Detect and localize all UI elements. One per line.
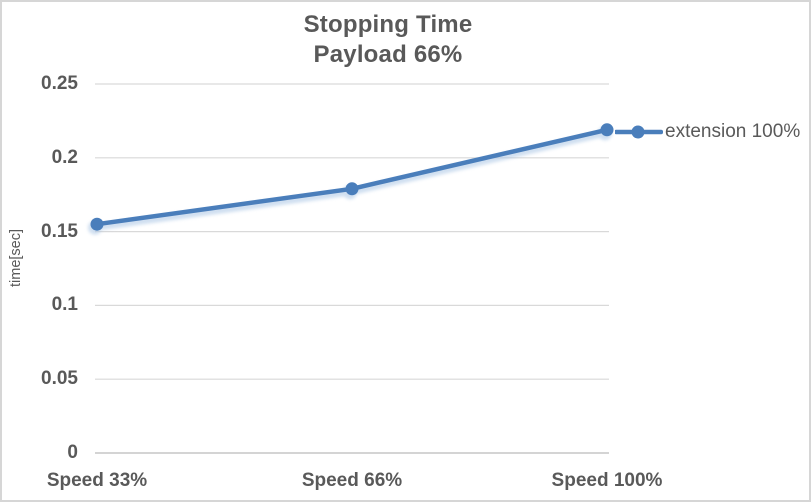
y-tick-label: 0.1 [51,294,78,316]
chart-subtitle: Payload 66% [313,41,463,68]
y-tick-label: 0 [67,442,78,463]
x-tick-label: Speed 33% [46,470,148,491]
legend-line-marker-icon [615,125,663,139]
legend-label: extension 100% [665,121,801,142]
legend: extension 100% [615,119,800,145]
y-tick-label: 0.05 [41,368,78,390]
x-tick-label: Speed 66% [301,470,403,491]
x-tick-label: Speed 100% [551,470,663,491]
chart-title: Stopping Time [303,11,473,38]
y-tick-label: 0.2 [51,146,78,168]
y-tick-label: 0.25 [41,73,78,94]
y-tick-label: 0.15 [41,220,78,242]
